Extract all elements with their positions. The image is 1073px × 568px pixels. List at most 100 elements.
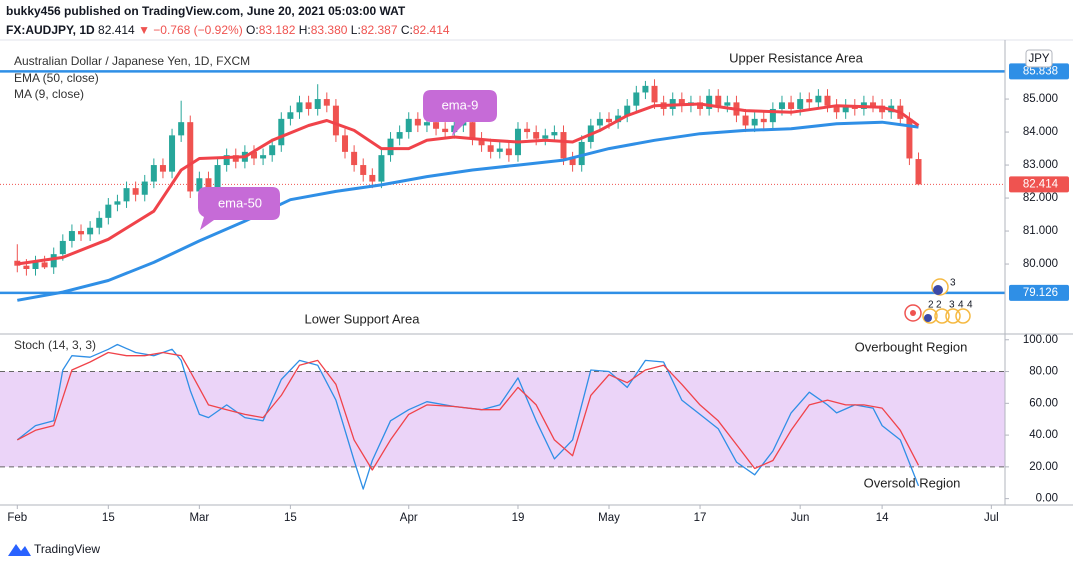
- candle-body: [569, 158, 576, 166]
- callout: [198, 187, 280, 230]
- event-icon: [924, 314, 932, 322]
- event-label: 2: [928, 300, 934, 311]
- candle-body: [205, 178, 212, 189]
- candle-body: [560, 132, 567, 159]
- candle-body: [68, 231, 75, 241]
- l-label: L:: [351, 23, 361, 37]
- candle-body: [742, 115, 749, 126]
- candle-body: [496, 148, 503, 152]
- currency-box[interactable]: [1025, 49, 1053, 68]
- main-title: Australian Dollar / Japanese Yen, 1D, FX…: [14, 54, 250, 68]
- candle-body: [788, 102, 795, 109]
- event-icon: [910, 310, 916, 316]
- h-label: H:: [299, 23, 311, 37]
- candle-body: [123, 188, 130, 202]
- candle-body: [360, 165, 367, 175]
- event-icon: [955, 308, 971, 324]
- indicator-legend: MA (9, close): [14, 87, 84, 101]
- c-label: C:: [401, 23, 413, 37]
- candle-body: [487, 145, 494, 152]
- x-tick-label: 17: [694, 512, 707, 524]
- candle-body: [214, 165, 221, 189]
- x-tick-label: 14: [876, 512, 889, 524]
- candle-body: [150, 165, 157, 182]
- candle-body: [278, 118, 285, 146]
- candle-body: [633, 92, 640, 106]
- candle-body: [332, 105, 339, 136]
- candle-body: [196, 178, 203, 192]
- candle-body: [132, 188, 139, 195]
- candle-body: [50, 254, 57, 268]
- candle-body: [378, 155, 385, 182]
- event-icon: [945, 308, 961, 324]
- candle-body: [651, 85, 658, 103]
- price-label-box: [1009, 176, 1069, 193]
- callout-text: ema-9: [442, 97, 479, 112]
- footer-logo[interactable]: TradingView: [8, 542, 100, 556]
- l-value: 82.387: [361, 23, 398, 37]
- candle-body: [906, 118, 913, 159]
- candle-body: [433, 122, 440, 129]
- price-label: 85.838: [1023, 65, 1058, 77]
- candle-body: [642, 85, 649, 93]
- candle-body: [314, 99, 321, 109]
- candle-body: [169, 135, 176, 172]
- o-value: 83.182: [259, 23, 296, 37]
- candle-body: [624, 105, 631, 116]
- indicator-line: [17, 102, 920, 266]
- candle-body: [387, 138, 394, 156]
- candle-body: [396, 132, 403, 139]
- candle-body: [596, 118, 603, 126]
- last: 82.414: [98, 23, 135, 37]
- candle-body: [78, 231, 85, 235]
- candle-body: [342, 135, 349, 152]
- annotation: Upper Resistance Area: [729, 50, 863, 65]
- candle-body: [323, 99, 330, 106]
- stoch-line: [16, 343, 920, 490]
- event-icon: [934, 308, 950, 324]
- plot-area: 80.000 81.000 82.000 83.000 84.000 85.000 0.00…: [0, 63, 1069, 524]
- candle-body: [751, 118, 758, 126]
- candle-body: [533, 132, 540, 139]
- candle-body: [305, 102, 312, 109]
- y-tick-label: 80.000: [1023, 258, 1058, 270]
- h-value: 83.380: [311, 23, 348, 37]
- annotation: Lower Support Area: [305, 311, 421, 326]
- footer-text: TradingView: [34, 542, 100, 556]
- candle-body: [369, 174, 376, 182]
- candle-body: [223, 155, 230, 166]
- candle-body: [159, 165, 166, 172]
- y-tick-label: 100.00: [1023, 334, 1058, 346]
- x-tick-label: Apr: [400, 512, 418, 524]
- candle-body: [260, 155, 267, 159]
- candle-body: [769, 108, 776, 123]
- candle-body: [606, 118, 613, 123]
- y-tick-label: 20.00: [1029, 461, 1058, 473]
- y-tick-label: 85.000: [1023, 93, 1058, 105]
- stoch-title: Stoch (14, 3, 3): [14, 338, 96, 352]
- candle-body: [32, 262, 39, 269]
- candle-body: [269, 145, 276, 156]
- candle-body: [187, 122, 194, 192]
- indicator-line: [17, 120, 919, 302]
- candle-body: [578, 141, 585, 166]
- candle-body: [23, 265, 30, 269]
- candle-body: [806, 99, 813, 103]
- y-tick-label: 82.000: [1023, 192, 1058, 204]
- event-label: 4: [958, 300, 964, 311]
- y-tick-label: 83.000: [1023, 159, 1058, 171]
- candle-body: [87, 227, 94, 235]
- y-tick-label: 80.00: [1029, 366, 1058, 378]
- y-tick-label: 84.000: [1023, 126, 1058, 138]
- candle-body: [250, 151, 257, 159]
- x-tick-label: Jun: [791, 512, 810, 524]
- candle-body: [833, 105, 840, 113]
- candle-body: [114, 201, 121, 205]
- x-tick-label: Mar: [189, 512, 209, 524]
- candle-body: [105, 204, 112, 218]
- logo-icon: [8, 544, 31, 556]
- x-tick-label: Jul: [984, 512, 999, 524]
- events[interactable]: 3 2 2 3 4 4: [904, 278, 973, 324]
